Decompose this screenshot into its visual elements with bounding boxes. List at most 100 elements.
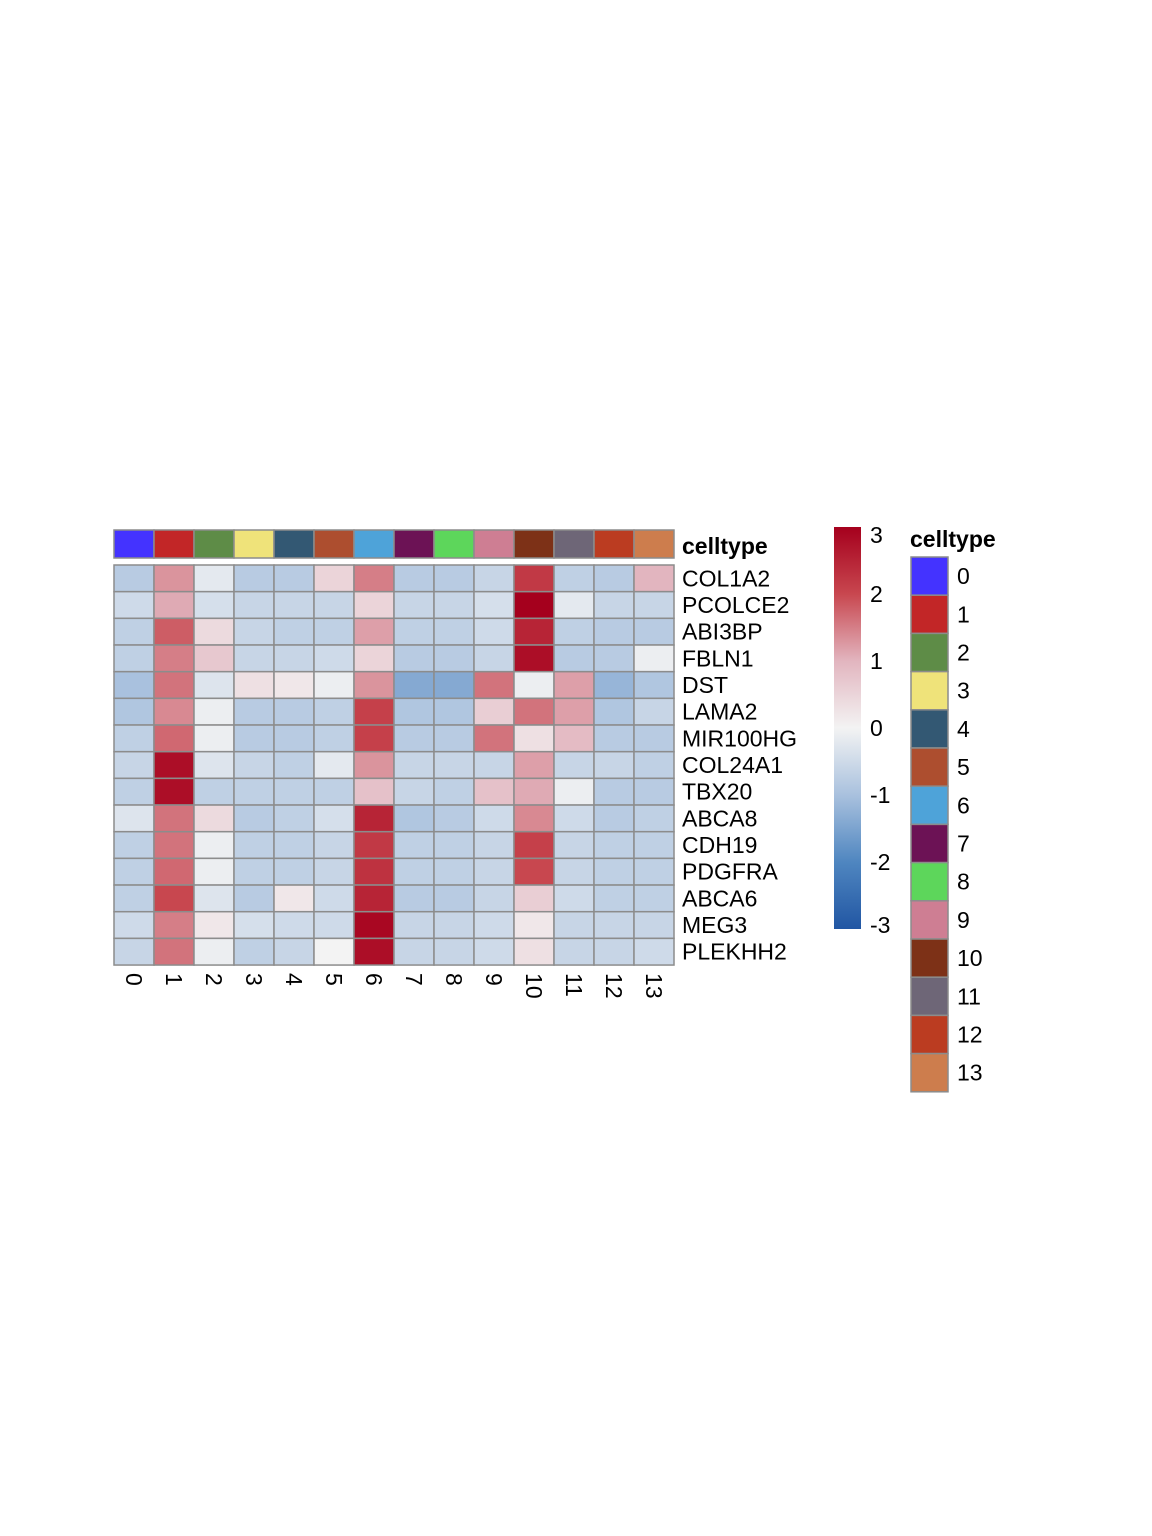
- heatmap-cell: [393, 884, 435, 913]
- heatmap-cell: [273, 590, 315, 620]
- heatmap-cell: [633, 937, 675, 966]
- legend-swatch: [910, 556, 949, 596]
- row-label: CDH19: [682, 832, 757, 858]
- heatmap-cell: [233, 564, 275, 593]
- heatmap-cell: [273, 724, 315, 753]
- heatmap-cell: [433, 777, 475, 806]
- heatmap-cell: [593, 804, 635, 833]
- heatmap-cell: [273, 564, 315, 593]
- legend-label: 9: [957, 907, 970, 933]
- heatmap-cell: [633, 617, 675, 646]
- heatmap-cell: [473, 830, 515, 860]
- heatmap-cell: [553, 564, 595, 593]
- annotation-cell-10: [513, 529, 555, 559]
- heatmap-cell: [153, 857, 195, 886]
- heatmap-cell: [153, 910, 195, 940]
- heatmap-cell: [353, 617, 395, 646]
- heatmap-cell: [273, 617, 315, 646]
- heatmap-cell: [233, 937, 275, 966]
- heatmap-cell: [353, 750, 395, 780]
- legend-label: 11: [957, 983, 981, 1009]
- heatmap-cell: [113, 937, 155, 966]
- heatmap-cell: [313, 804, 355, 833]
- heatmap-cell: [473, 937, 515, 966]
- heatmap-cell: [633, 777, 675, 806]
- column-label: 3: [241, 973, 267, 986]
- heatmap-cell: [473, 617, 515, 646]
- heatmap-cell: [553, 937, 595, 966]
- heatmap-cell: [273, 697, 315, 726]
- color-scale-tick: -3: [870, 912, 890, 938]
- column-label: 11: [561, 973, 587, 997]
- heatmap-cell: [393, 670, 435, 700]
- annotation-cell-8: [433, 529, 475, 559]
- heatmap-cell: [113, 617, 155, 646]
- annotation-cell-1: [153, 529, 195, 559]
- heatmap-cell: [393, 697, 435, 726]
- heatmap-cell: [513, 617, 555, 646]
- heatmap-cell: [473, 644, 515, 673]
- heatmap-cell: [193, 670, 235, 700]
- heatmap-cell: [233, 884, 275, 913]
- heatmap-cell: [313, 644, 355, 673]
- heatmap-cell: [513, 697, 555, 726]
- color-scale-gradient: [834, 527, 861, 929]
- heatmap-cell: [433, 884, 475, 913]
- heatmap-cell: [233, 777, 275, 806]
- color-scale-tick: 3: [870, 522, 883, 548]
- heatmap-cell: [153, 564, 195, 593]
- heatmap-cell: [513, 724, 555, 753]
- row-label: PLEKHH2: [682, 939, 787, 965]
- column-label: 5: [321, 973, 347, 986]
- row-label: LAMA2: [682, 699, 757, 725]
- annotation-cell-5: [313, 529, 355, 559]
- heatmap-cell: [153, 804, 195, 833]
- legend-label: 10: [957, 945, 983, 971]
- heatmap-cell: [473, 804, 515, 833]
- heatmap-cell: [113, 777, 155, 806]
- heatmap-cell: [633, 644, 675, 673]
- column-label: 4: [281, 973, 307, 986]
- heatmap-cell: [393, 804, 435, 833]
- annotation-cell-2: [193, 529, 235, 559]
- heatmap-cell: [513, 750, 555, 780]
- legend-label: 6: [957, 792, 970, 818]
- heatmap-cell: [433, 910, 475, 940]
- heatmap-cell: [513, 937, 555, 966]
- heatmap-cell: [113, 564, 155, 593]
- heatmap-cell: [233, 750, 275, 780]
- legend-label: 0: [957, 563, 970, 589]
- color-scale-tick: 1: [870, 648, 883, 674]
- heatmap-cell: [593, 777, 635, 806]
- annotation-cell-12: [593, 529, 635, 559]
- heatmap-cell: [353, 670, 395, 700]
- heatmap-cell: [633, 590, 675, 620]
- row-label: ABCA6: [682, 885, 757, 911]
- column-label: 2: [201, 973, 227, 986]
- heatmap-cell: [273, 857, 315, 886]
- heatmap-cell: [193, 857, 235, 886]
- heatmap-cell: [153, 724, 195, 753]
- heatmap-cell: [193, 617, 235, 646]
- legend-title: celltype: [910, 526, 996, 552]
- heatmap-cell: [313, 910, 355, 940]
- heatmap-cell: [113, 750, 155, 780]
- heatmap-cell: [353, 884, 395, 913]
- heatmap-cell: [553, 697, 595, 726]
- heatmap-cell: [513, 830, 555, 860]
- row-label: COL24A1: [682, 752, 783, 778]
- heatmap-cell: [593, 564, 635, 593]
- heatmap-cell: [353, 590, 395, 620]
- heatmap-cell: [633, 564, 675, 593]
- heatmap-cell: [473, 697, 515, 726]
- heatmap-cell: [113, 644, 155, 673]
- heatmap-cell: [113, 830, 155, 860]
- heatmap-cell: [513, 910, 555, 940]
- heatmap-cell: [233, 724, 275, 753]
- column-labels: 0 1 2 3 4 5 6 7 8 9 10 11 12 13: [121, 973, 667, 999]
- heatmap-cell: [513, 857, 555, 886]
- heatmap-cell: [633, 750, 675, 780]
- heatmap-cell: [593, 590, 635, 620]
- row-label: COL1A2: [682, 565, 770, 591]
